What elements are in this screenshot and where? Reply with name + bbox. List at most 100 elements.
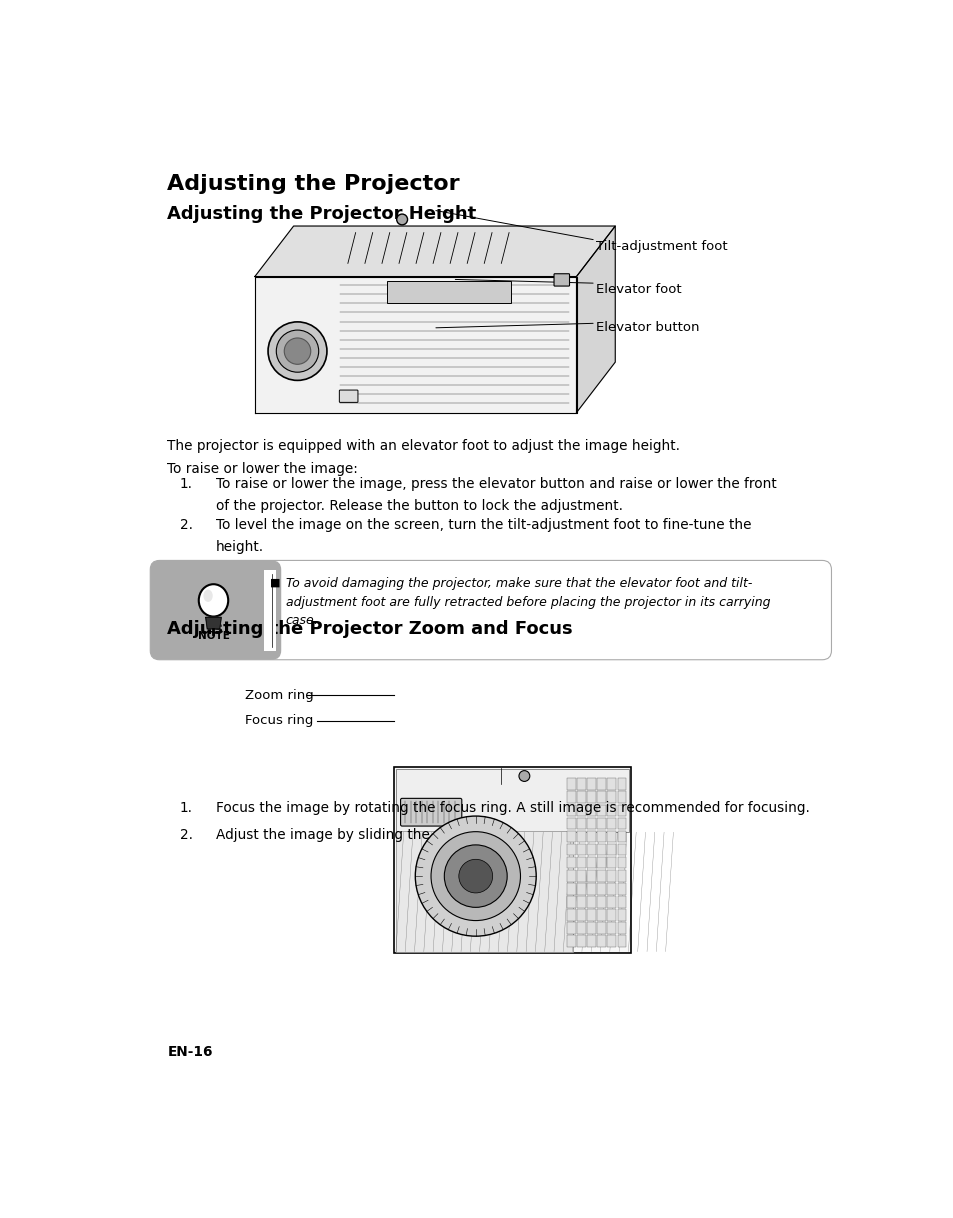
FancyBboxPatch shape [597, 778, 605, 790]
FancyBboxPatch shape [567, 922, 575, 934]
FancyBboxPatch shape [395, 769, 629, 832]
FancyBboxPatch shape [567, 896, 575, 907]
Circle shape [444, 845, 507, 907]
FancyBboxPatch shape [587, 935, 596, 946]
Circle shape [284, 337, 311, 364]
FancyBboxPatch shape [577, 844, 585, 855]
FancyBboxPatch shape [597, 805, 605, 816]
FancyBboxPatch shape [597, 922, 605, 934]
FancyBboxPatch shape [607, 896, 616, 907]
FancyBboxPatch shape [607, 844, 616, 855]
FancyBboxPatch shape [587, 870, 596, 882]
FancyBboxPatch shape [587, 831, 596, 842]
Text: 2.: 2. [179, 828, 193, 843]
Polygon shape [254, 276, 576, 413]
Text: The projector is equipped with an elevator foot to adjust the image height.: The projector is equipped with an elevat… [167, 438, 679, 453]
Circle shape [276, 330, 318, 373]
FancyBboxPatch shape [567, 909, 575, 921]
FancyBboxPatch shape [264, 570, 275, 650]
Text: height.: height. [216, 540, 264, 554]
FancyBboxPatch shape [577, 909, 585, 921]
FancyBboxPatch shape [577, 883, 585, 894]
FancyBboxPatch shape [597, 792, 605, 803]
FancyBboxPatch shape [554, 274, 569, 286]
Circle shape [518, 771, 529, 782]
FancyBboxPatch shape [587, 857, 596, 868]
FancyBboxPatch shape [617, 857, 625, 868]
FancyBboxPatch shape [577, 831, 585, 842]
FancyBboxPatch shape [567, 817, 575, 829]
FancyBboxPatch shape [607, 857, 616, 868]
FancyBboxPatch shape [567, 792, 575, 803]
FancyBboxPatch shape [597, 896, 605, 907]
FancyBboxPatch shape [597, 870, 605, 882]
Circle shape [396, 214, 407, 225]
FancyBboxPatch shape [607, 922, 616, 934]
Text: To raise or lower the image:: To raise or lower the image: [167, 462, 357, 476]
FancyBboxPatch shape [617, 922, 625, 934]
FancyBboxPatch shape [617, 883, 625, 894]
Text: Focus ring: Focus ring [245, 714, 313, 727]
FancyBboxPatch shape [394, 767, 630, 954]
Text: of the projector. Release the button to lock the adjustment.: of the projector. Release the button to … [216, 499, 622, 513]
FancyBboxPatch shape [617, 778, 625, 790]
FancyBboxPatch shape [567, 778, 575, 790]
FancyBboxPatch shape [567, 857, 575, 868]
FancyBboxPatch shape [587, 922, 596, 934]
Circle shape [458, 860, 492, 893]
FancyBboxPatch shape [567, 831, 575, 842]
FancyBboxPatch shape [617, 935, 625, 946]
FancyBboxPatch shape [607, 883, 616, 894]
Text: Focus the image by rotating the focus ring. A still image is recommended for foc: Focus the image by rotating the focus ri… [216, 800, 809, 815]
FancyBboxPatch shape [617, 805, 625, 816]
FancyBboxPatch shape [587, 805, 596, 816]
FancyBboxPatch shape [617, 831, 625, 842]
Text: 1.: 1. [179, 800, 193, 815]
Polygon shape [576, 227, 615, 413]
FancyBboxPatch shape [577, 805, 585, 816]
FancyBboxPatch shape [597, 909, 605, 921]
FancyBboxPatch shape [567, 844, 575, 855]
FancyBboxPatch shape [339, 390, 357, 402]
FancyBboxPatch shape [386, 281, 510, 303]
FancyBboxPatch shape [150, 560, 281, 660]
FancyBboxPatch shape [577, 857, 585, 868]
Text: To level the image on the screen, turn the tilt-adjustment foot to fine-tune the: To level the image on the screen, turn t… [216, 518, 751, 532]
FancyBboxPatch shape [607, 817, 616, 829]
FancyBboxPatch shape [617, 870, 625, 882]
FancyBboxPatch shape [597, 817, 605, 829]
FancyBboxPatch shape [567, 870, 575, 882]
Circle shape [431, 832, 520, 921]
FancyBboxPatch shape [577, 817, 585, 829]
FancyBboxPatch shape [567, 805, 575, 816]
Text: Adjusting the Projector Zoom and Focus: Adjusting the Projector Zoom and Focus [167, 620, 573, 638]
FancyBboxPatch shape [577, 792, 585, 803]
FancyBboxPatch shape [587, 896, 596, 907]
Text: To raise or lower the image, press the elevator button and raise or lower the fr: To raise or lower the image, press the e… [216, 477, 776, 491]
FancyBboxPatch shape [607, 909, 616, 921]
FancyBboxPatch shape [607, 831, 616, 842]
Text: Adjusting the Projector: Adjusting the Projector [167, 174, 459, 194]
FancyBboxPatch shape [587, 778, 596, 790]
FancyBboxPatch shape [567, 935, 575, 946]
FancyBboxPatch shape [607, 805, 616, 816]
Text: Elevator foot: Elevator foot [596, 283, 680, 296]
Text: 1.: 1. [179, 477, 193, 491]
Text: Adjusting the Projector Height: Adjusting the Projector Height [167, 205, 476, 223]
FancyBboxPatch shape [617, 817, 625, 829]
Text: Adjust the image by sliding the zoom ring.: Adjust the image by sliding the zoom rin… [216, 828, 507, 843]
FancyBboxPatch shape [607, 792, 616, 803]
FancyBboxPatch shape [577, 922, 585, 934]
FancyBboxPatch shape [587, 909, 596, 921]
FancyBboxPatch shape [587, 844, 596, 855]
FancyBboxPatch shape [597, 857, 605, 868]
FancyBboxPatch shape [395, 831, 573, 951]
FancyBboxPatch shape [400, 798, 461, 826]
Text: To avoid damaging the projector, make sure that the elevator foot and tilt-
adju: To avoid damaging the projector, make su… [286, 577, 770, 627]
FancyBboxPatch shape [587, 817, 596, 829]
FancyBboxPatch shape [607, 778, 616, 790]
Text: Zoom ring: Zoom ring [245, 688, 314, 702]
FancyBboxPatch shape [607, 870, 616, 882]
Text: NOTE: NOTE [197, 631, 229, 641]
Ellipse shape [198, 585, 228, 616]
